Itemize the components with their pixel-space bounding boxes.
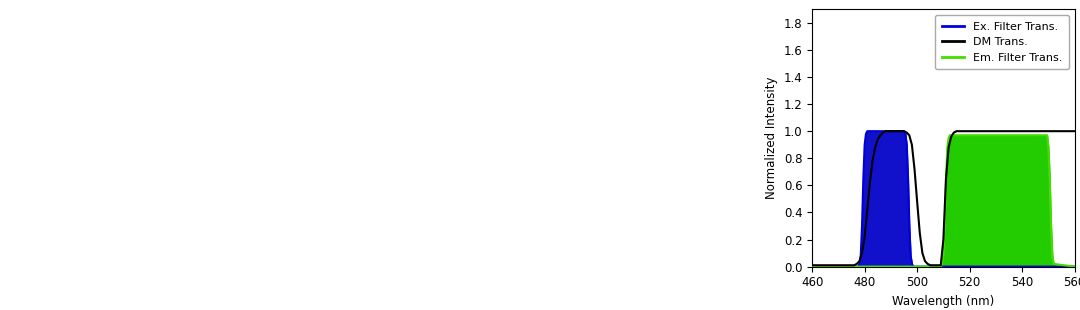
Legend: Ex. Filter Trans., DM Trans., Em. Filter Trans.: Ex. Filter Trans., DM Trans., Em. Filter…	[935, 15, 1069, 69]
X-axis label: Wavelength (nm): Wavelength (nm)	[892, 295, 995, 308]
Y-axis label: Normalized Intensity: Normalized Intensity	[765, 77, 778, 199]
